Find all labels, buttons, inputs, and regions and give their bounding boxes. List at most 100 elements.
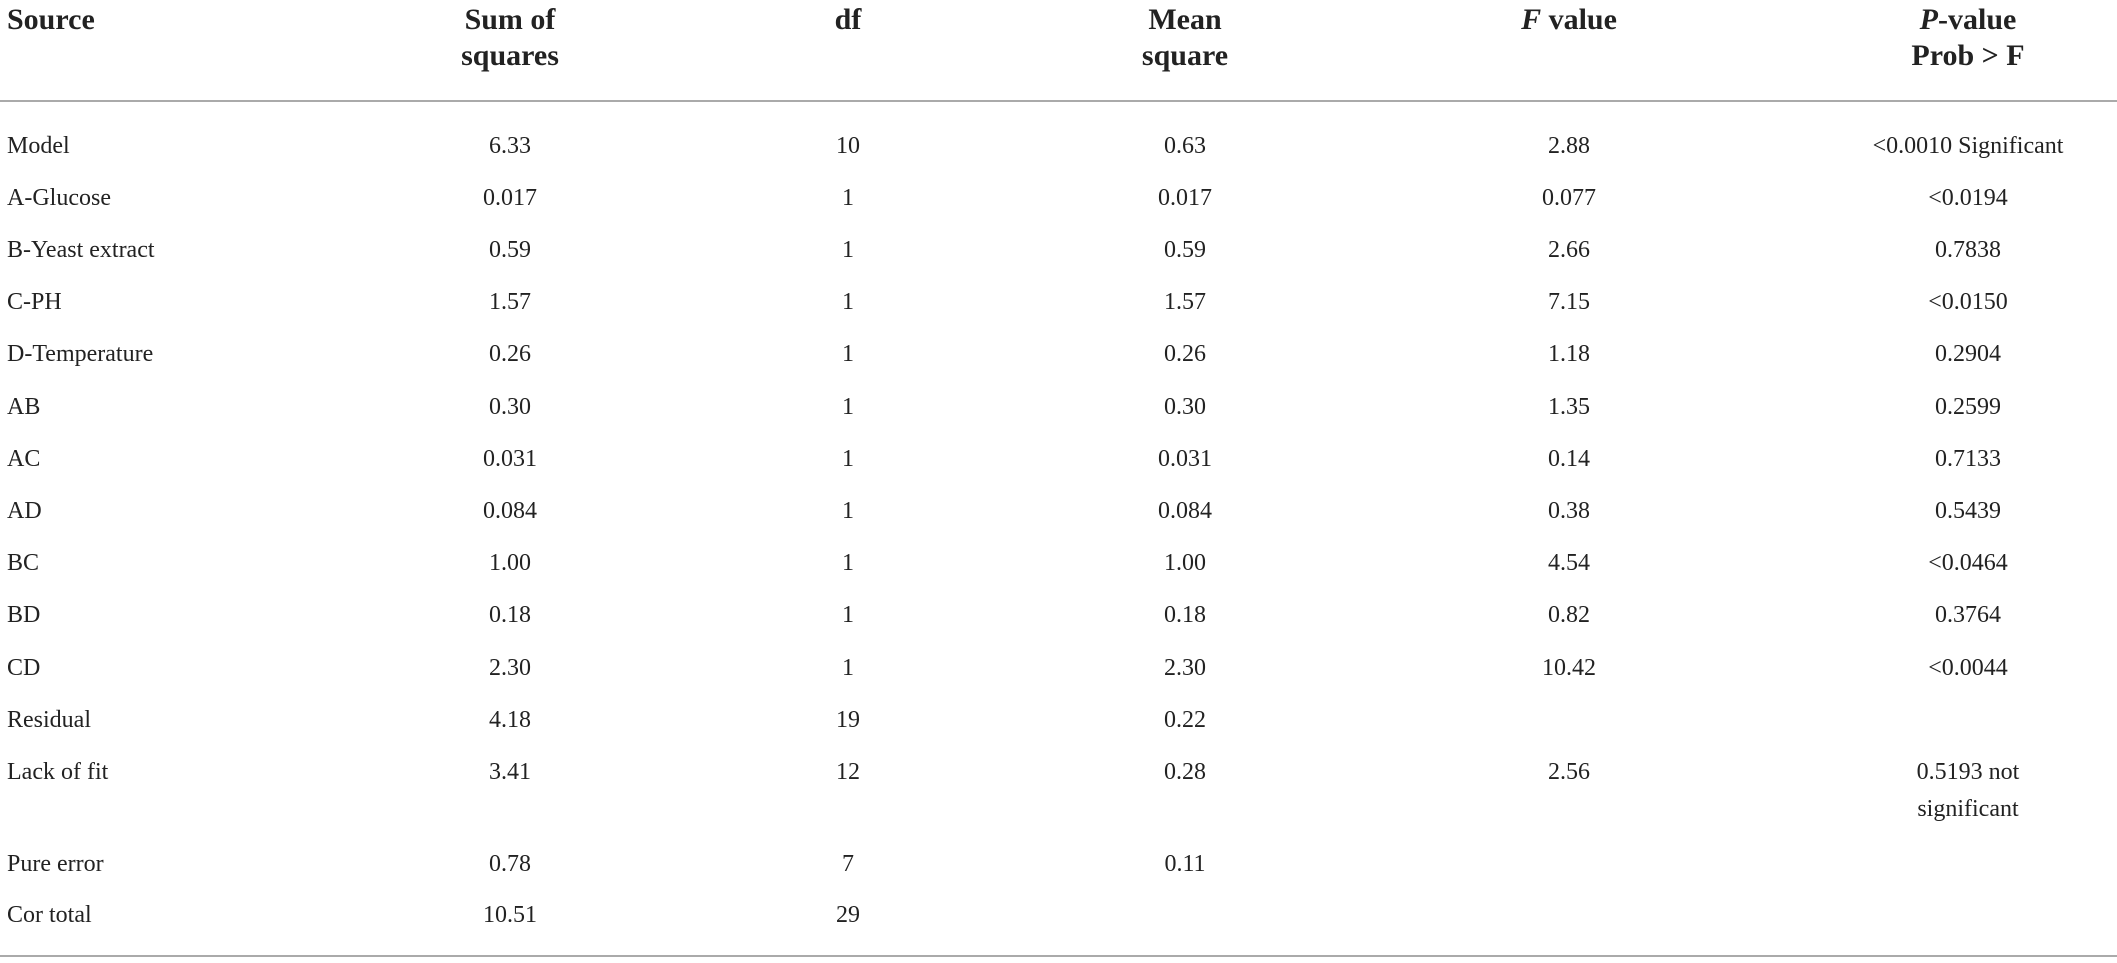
cell-value: 4.54 [1548, 550, 1590, 577]
row-label: BC [7, 550, 40, 577]
cell-value: 0.63 [1164, 132, 1206, 159]
cell-value: 1 [842, 445, 854, 472]
row-label: CD [7, 654, 41, 681]
cell-value: 29 [836, 901, 860, 928]
header-text: value [1541, 3, 1617, 36]
cell-value: 1.57 [1164, 289, 1206, 316]
cell-value: 4.18 [489, 706, 531, 733]
cell-value: 0.78 [489, 850, 531, 877]
header-line: Source [7, 3, 95, 36]
row-label: Residual [7, 706, 91, 733]
cell-value: 1 [842, 393, 854, 420]
row-label: BD [7, 602, 41, 629]
cell-value: 2.56 [1548, 758, 1590, 785]
header-text: -value [1937, 3, 2017, 36]
row-label: B-Yeast extract [7, 236, 155, 263]
cell-value: 0.18 [489, 602, 531, 629]
cell-value: 0.017 [1158, 184, 1212, 211]
cell-value: 1.00 [1164, 550, 1206, 577]
cell-line: significant [1917, 795, 2019, 822]
cell-value: 0.22 [1164, 706, 1206, 733]
header-text: P [1919, 3, 1938, 36]
cell-value: 0.3764 [1935, 602, 2001, 629]
cell-value: 1.18 [1548, 341, 1590, 368]
cell-value: 12 [836, 758, 860, 785]
header-line: F value [1521, 2, 1617, 38]
cell-value: 3.41 [489, 758, 531, 785]
cell-value: 0.30 [489, 393, 531, 420]
cell-value: 1.00 [489, 550, 531, 577]
header-cell: F value [1521, 2, 1617, 38]
header-line: df [834, 3, 862, 36]
cell-value: 0.28 [1164, 758, 1206, 785]
header-cell: Source [7, 2, 95, 38]
cell-value: 2.30 [489, 654, 531, 681]
cell-value: 0.59 [1164, 236, 1206, 263]
row-label: AB [7, 393, 41, 420]
header-rule [0, 100, 2117, 102]
row-label: AC [7, 445, 41, 472]
cell-value: 1.35 [1548, 393, 1590, 420]
header-line: Mean [1148, 3, 1222, 36]
cell-value: 10 [836, 132, 860, 159]
cell-value: 10.42 [1542, 654, 1596, 681]
row-label: A-Glucose [7, 184, 111, 211]
cell-value: <0.0464 [1928, 550, 2008, 577]
cell-value: 7.15 [1548, 289, 1590, 316]
row-label: Model [7, 132, 70, 159]
cell-value: <0.0044 [1928, 654, 2008, 681]
header-line: P-value [1911, 2, 2024, 38]
cell-value: 0.2904 [1935, 341, 2001, 368]
header-text: F [1521, 3, 1542, 36]
row-label: C-PH [7, 289, 62, 316]
cell-value: 0.26 [489, 341, 531, 368]
cell-value: 1 [842, 184, 854, 211]
cell-value: 19 [836, 706, 860, 733]
cell-value: 0.7133 [1935, 445, 2001, 472]
cell-value: 0.18 [1164, 602, 1206, 629]
cell-value: 0.59 [489, 236, 531, 263]
cell-value: 1 [842, 289, 854, 316]
cell-value: <0.0010 Significant [1872, 132, 2064, 159]
cell-value: 1 [842, 602, 854, 629]
cell-value: 7 [842, 850, 854, 877]
cell-value: 1 [842, 341, 854, 368]
cell-value: 2.30 [1164, 654, 1206, 681]
row-label: Lack of fit [7, 758, 109, 785]
row-label: AD [7, 497, 42, 524]
header-cell: Sum of squares [461, 2, 559, 74]
header-line: squares [461, 39, 559, 72]
cell-value: 0.14 [1548, 445, 1590, 472]
cell-value: 1.57 [489, 289, 531, 316]
cell-value: 0.031 [483, 445, 537, 472]
cell-value: 0.26 [1164, 341, 1206, 368]
cell-value: 0.5439 [1935, 497, 2001, 524]
header-line: Sum of [464, 3, 556, 36]
cell-value: 0.38 [1548, 497, 1590, 524]
cell-value: 6.33 [489, 132, 531, 159]
bottom-rule [0, 955, 2117, 957]
cell-value: 1 [842, 497, 854, 524]
cell-value: 2.88 [1548, 132, 1590, 159]
header-line: square [1141, 39, 1229, 72]
cell-value: 0.017 [483, 184, 537, 211]
cell-value: 0.2599 [1935, 393, 2001, 420]
cell-value: 0.084 [483, 497, 537, 524]
cell-value: 0.7838 [1935, 236, 2001, 263]
cell-value: 0.084 [1158, 497, 1212, 524]
row-label: Cor total [7, 901, 92, 928]
cell-value: 0.5193 not significant [1917, 754, 2020, 828]
header-cell: P-value Prob > F [1911, 2, 2024, 74]
header-cell: df [835, 2, 862, 38]
cell-value: 0.30 [1164, 393, 1206, 420]
cell-value: 0.077 [1542, 184, 1596, 211]
cell-value: <0.0150 [1928, 289, 2008, 316]
cell-line: 0.5193 not [1916, 758, 2020, 785]
cell-value: 1 [842, 550, 854, 577]
header-line: Prob > F [1911, 39, 2025, 72]
cell-value: 1 [842, 236, 854, 263]
row-label: Pure error [7, 850, 104, 877]
cell-value: 10.51 [483, 901, 537, 928]
cell-value: 0.11 [1164, 850, 1206, 877]
